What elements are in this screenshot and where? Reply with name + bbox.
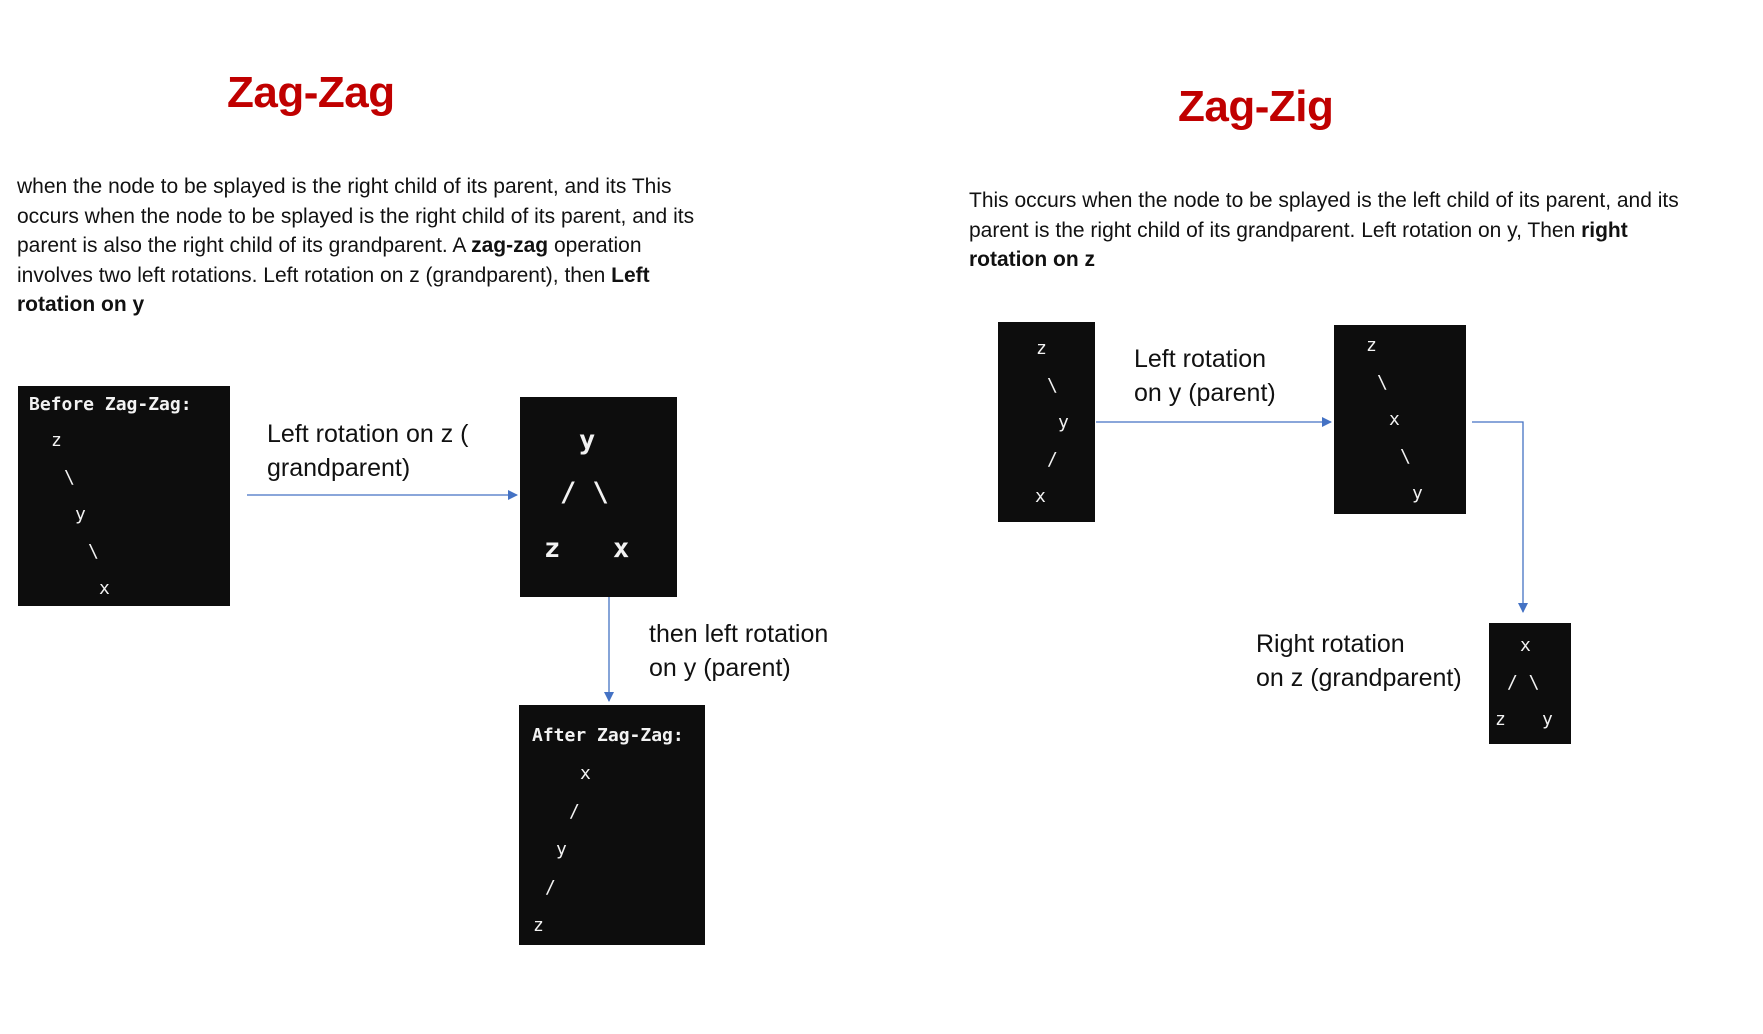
zag-zag-arrow1-label: Left rotation on z ( grandparent) — [267, 417, 469, 485]
after-edge-1: / — [569, 801, 580, 822]
zag-zag-title: Zag-Zag — [227, 68, 395, 117]
after-node-x: x — [580, 763, 591, 784]
zig-box2-edge-2: \ — [1400, 446, 1411, 467]
intermediate-tree-box: y / \ z x — [520, 397, 677, 597]
before-box-heading: Before Zag-Zag: — [29, 394, 192, 415]
middle-node-y: y — [579, 425, 596, 456]
zag-zag-arrow1-label-line2: grandparent) — [267, 454, 411, 482]
after-node-y: y — [556, 839, 567, 860]
zag-zig-description: This occurs when the node to be splayed … — [969, 186, 1689, 275]
zag-zig-arrow2-label: Right rotation on z (grandparent) — [1256, 627, 1462, 695]
zag-zag-arrow1-label-line1: Left rotation on z ( — [267, 420, 469, 448]
zag-zig-desc-bold-1: right rotation on z — [969, 218, 1628, 272]
zag-zig-arrow1-label: Left rotation on y (parent) — [1134, 342, 1276, 410]
middle-node-z: z — [544, 533, 561, 564]
zig-box1-edge-1: \ — [1047, 375, 1058, 396]
zag-zig-arrow2-label-line2: on z (grandparent) — [1256, 664, 1462, 692]
after-node-z: z — [533, 915, 544, 936]
after-box-heading: After Zag-Zag: — [532, 725, 684, 746]
zag-zig-arrow1-label-line1: Left rotation — [1134, 345, 1267, 373]
after-edge-2: / — [545, 877, 556, 898]
zag-zig-final-box: x / \ z y — [1489, 623, 1571, 744]
zig-box1-node-x: x — [1035, 486, 1046, 507]
zag-zig-arrow-2 — [1472, 421, 1528, 613]
before-edge-1: \ — [64, 467, 75, 488]
zig-box2-node-z: z — [1366, 335, 1377, 356]
zig-box2-node-x: x — [1389, 409, 1400, 430]
zig-box3-node-z: z — [1495, 709, 1506, 730]
zag-zag-description: when the node to be splayed is the right… — [17, 172, 697, 320]
zig-box1-node-y: y — [1058, 412, 1069, 433]
zig-box3-edges: / \ — [1507, 672, 1540, 693]
zag-zag-arrow2-label-line1: then left rotation — [649, 620, 829, 648]
zag-zig-title: Zag-Zig — [1178, 82, 1334, 131]
zig-box2-node-y: y — [1412, 483, 1423, 504]
zag-zig-initial-box: z \ y / x — [998, 322, 1095, 522]
before-edge-2: \ — [88, 541, 99, 562]
zig-box1-edge-2: / — [1047, 449, 1058, 470]
zag-zig-intermediate-box: z \ x \ y — [1334, 325, 1466, 514]
middle-node-x: x — [613, 533, 630, 564]
zig-box3-node-x: x — [1520, 635, 1531, 656]
zag-zag-desc-text-1: when the node to be splayed is the right… — [17, 175, 695, 257]
zig-box2-edge-1: \ — [1377, 372, 1388, 393]
zag-zag-desc-bold-2: Left rotation on y — [17, 263, 650, 317]
before-zag-zag-box: Before Zag-Zag: z \ y \ x — [18, 386, 230, 606]
before-node-z: z — [51, 430, 62, 451]
zag-zag-arrow2-label: then left rotation on y (parent) — [649, 617, 828, 685]
middle-edges: / \ — [560, 477, 609, 508]
zag-zag-desc-bold-1: zag-zag — [471, 234, 549, 257]
zag-zig-desc-text-1: This occurs when the node to be splayed … — [969, 189, 1679, 242]
zig-box3-node-y: y — [1542, 709, 1553, 730]
zag-zig-arrow1-label-line2: on y (parent) — [1134, 379, 1276, 407]
zig-box1-node-z: z — [1036, 338, 1047, 359]
before-node-x: x — [99, 578, 110, 599]
zag-zag-desc-text-2: operation involves two left rotations. L… — [17, 234, 642, 287]
before-node-y: y — [75, 504, 86, 525]
zag-zig-arrow2-label-line1: Right rotation — [1256, 630, 1405, 658]
after-zag-zag-box: After Zag-Zag: x / y / z — [519, 705, 705, 945]
zag-zag-arrow2-label-line2: on y (parent) — [649, 654, 791, 682]
